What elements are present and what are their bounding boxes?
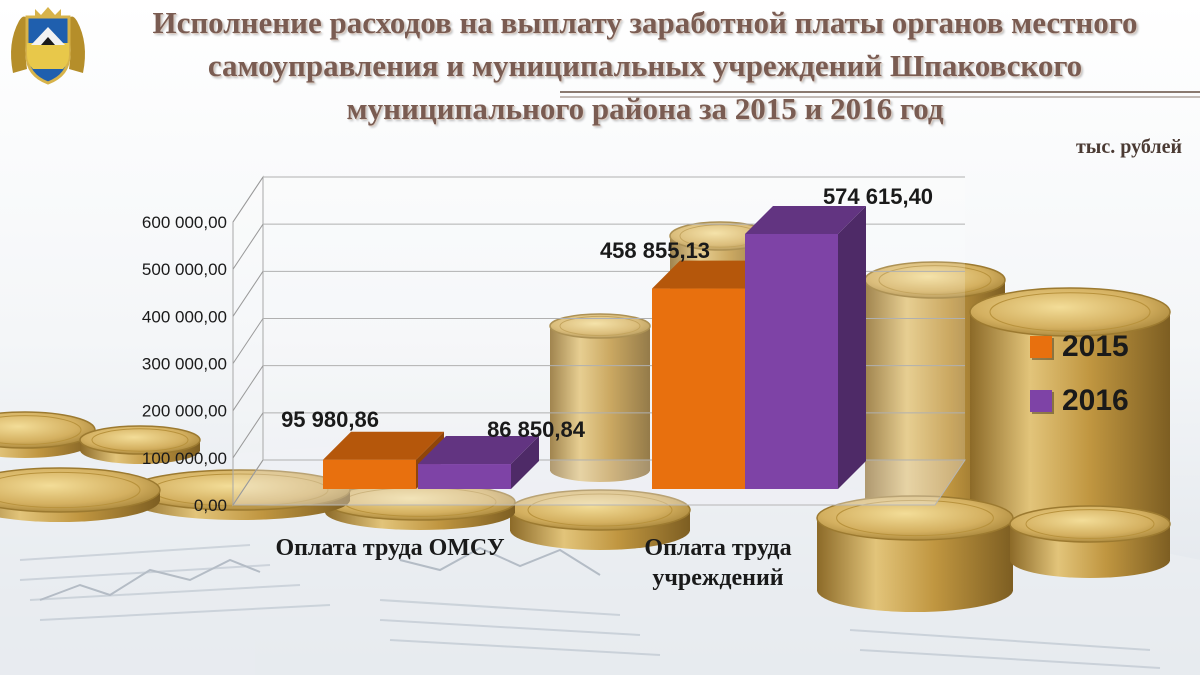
coin-ring [559, 315, 641, 337]
y-tick-label: 100 000,00 [142, 449, 227, 468]
title-line-1: Исполнение расходов на выплату заработно… [152, 5, 1138, 40]
coin-top [79, 425, 201, 455]
x-category-label-2: Оплата труда учреждений [644, 535, 791, 591]
coin-stack [1009, 505, 1171, 578]
coin-stack [79, 425, 201, 464]
gridline-depth [232, 176, 264, 223]
bar-2016-2 [745, 205, 866, 489]
coin-ring [0, 471, 141, 509]
bar-front [652, 288, 745, 489]
gridline-depth [232, 223, 264, 270]
x-category-label-1: Оплата труда ОМСУ [275, 535, 505, 561]
coin-ring [91, 428, 189, 452]
gridline-depth [232, 412, 264, 459]
coin-ring [1025, 509, 1155, 539]
bar-2016-1 [418, 436, 539, 489]
bar-top [745, 205, 866, 234]
gridline-depth [232, 365, 264, 411]
coin-stack [324, 483, 516, 530]
legend-swatch-2015 [1030, 336, 1052, 358]
bar-side [838, 205, 866, 489]
bar-front [745, 233, 838, 489]
data-label-2016-2: 574 615,40 [823, 184, 933, 209]
coin-stack [0, 467, 161, 522]
coin-top [816, 495, 1014, 541]
legend-swatch-2016 [1030, 390, 1052, 412]
legend-label-2015: 2015 [1062, 330, 1129, 363]
coin-stacks-decoration [0, 221, 1171, 612]
coin-ring [989, 292, 1151, 332]
units-label: тыс. рублей [1075, 136, 1182, 158]
coin-stack [0, 411, 96, 458]
coin-top [549, 313, 651, 339]
legend-item-2016: 2016 [1030, 384, 1129, 418]
coin-stack [549, 313, 651, 482]
y-tick-label: 600 000,00 [142, 213, 227, 232]
coin-ring [527, 493, 673, 527]
coin-stack [129, 469, 351, 520]
bar-top [323, 431, 444, 460]
title-line-3: муниципального района за 2015 и 2016 год [346, 91, 944, 126]
coin-top [1009, 505, 1171, 543]
bar-front [323, 459, 416, 489]
y-tick-label: 500 000,00 [142, 260, 227, 279]
bar-top [418, 436, 539, 465]
legend-item-2015: 2015 [1030, 330, 1129, 364]
y-tick-label: 0,00 [194, 496, 227, 515]
bar-top [652, 260, 773, 289]
data-label-2016-1: 86 850,84 [487, 417, 586, 442]
coin-stack [509, 489, 691, 550]
bar-chart: 0,00 100 000,00 200 000,00 300 000,00 400 00… [142, 175, 966, 591]
gridline-depth [232, 459, 264, 506]
coin-ring [836, 499, 994, 537]
coin-top [969, 287, 1171, 337]
bar-front [418, 464, 511, 489]
gridline-depth [232, 271, 264, 317]
gridline-depth [232, 318, 264, 364]
coin-ring [0, 415, 82, 445]
bar-side [511, 436, 539, 489]
data-label-2015-1: 95 980,86 [281, 407, 379, 432]
title-rule [560, 91, 1200, 98]
coat-of-arms-icon [11, 7, 85, 85]
legend-label-2016: 2016 [1062, 384, 1129, 417]
y-tick-label: 300 000,00 [142, 355, 227, 374]
coin-top [0, 467, 161, 513]
title-line-2: самоуправления и муниципальных учреждени… [207, 48, 1083, 83]
coin-stack [816, 495, 1014, 612]
y-tick-label: 400 000,00 [142, 307, 227, 326]
y-tick-label: 200 000,00 [142, 402, 227, 421]
data-label-2015-2: 458 855,13 [600, 238, 710, 263]
category-line: учреждений [652, 565, 783, 591]
coin-ring [878, 265, 992, 295]
category-line: Оплата труда [644, 535, 791, 561]
